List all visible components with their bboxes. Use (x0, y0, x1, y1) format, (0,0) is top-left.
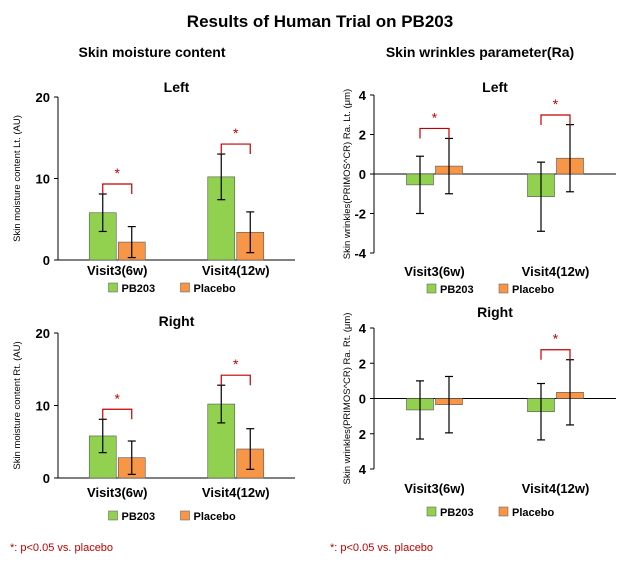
x-category-label: Visit4(12w) (522, 264, 590, 279)
y-tick-label: 10 (36, 399, 50, 414)
significance-marker: * (553, 96, 559, 112)
chart-wrinkles-right: Right Skin wrinkles(PRIMOS^CR) Ra. Rt. (μ… (342, 304, 616, 519)
chart-moisture-left: Left Skin moisture content Lt. (AU) 0 10 20 V… (12, 79, 295, 295)
y-tick-label: 20 (36, 326, 50, 341)
right-section-title: Skin wrinkles parameter(Ra) (386, 44, 574, 60)
y-tick-label: 2 (359, 427, 366, 442)
y-tick-label: 0 (359, 167, 366, 182)
x-category-label: Visit3(6w) (87, 485, 147, 500)
x-category-label: Visit3(6w) (87, 263, 147, 278)
footnote-right: *: p<0.05 vs. placebo (330, 542, 433, 554)
legend-label: PB203 (122, 511, 156, 523)
y-axis-label: Skin moisture content Rt. (AU) (12, 341, 23, 469)
y-tick-label: 0 (43, 471, 50, 486)
legend-swatch-placebo (180, 510, 190, 521)
legend-label: Placebo (194, 511, 236, 523)
legend-label: Placebo (512, 507, 554, 519)
y-tick-label: 2 (359, 128, 366, 143)
significance-bracket (220, 374, 251, 386)
chart-title: Left (482, 79, 508, 95)
x-category-label: Visit4(12w) (522, 481, 590, 496)
legend-label: PB203 (440, 507, 474, 519)
figure-title: Results of Human Trial on PB203 (187, 12, 453, 31)
x-category-label: Visit3(6w) (404, 264, 464, 279)
legend-swatch-pb203 (108, 282, 118, 293)
significance-bracket (102, 408, 133, 420)
y-axis-label: Skin moisture content Lt. (AU) (12, 115, 23, 242)
y-tick-label: 4 (359, 462, 367, 477)
significance-bracket (540, 349, 571, 360)
y-tick-label: 20 (36, 90, 50, 105)
chart-wrinkles-left: Left Skin wrinkles(PRIMOS^CR) Ra. Lt. (μm… (342, 79, 616, 296)
legend-swatch-pb203 (108, 510, 118, 521)
legend-swatch-placebo (498, 283, 509, 294)
legend-label: PB203 (122, 283, 156, 295)
y-axis-label: Skin wrinkles(PRIMOS^CR) Ra. Lt. (μm) (342, 89, 353, 259)
footnote-left: *: p<0.05 vs. placebo (10, 542, 113, 554)
chart-moisture-right: Right Skin moisture content Rt. (AU) 0 10 20… (12, 313, 295, 523)
legend-label: Placebo (194, 283, 236, 295)
significance-marker: * (115, 165, 121, 181)
y-tick-label: 2 (359, 356, 366, 371)
y-tick-label: -4 (354, 246, 366, 261)
legend-label: Placebo (512, 284, 554, 296)
legend-swatch-pb203 (426, 506, 437, 517)
chart-title: Right (477, 304, 513, 320)
significance-marker: * (432, 109, 438, 125)
x-category-label: Visit4(12w) (202, 263, 270, 278)
significance-marker: * (233, 125, 239, 141)
legend-swatch-pb203 (426, 283, 437, 294)
y-axis-label: Skin wrinkles(PRIMOS^CR) Ra. Rt. (μm) (342, 313, 353, 485)
significance-bracket (220, 143, 251, 155)
legend-swatch-placebo (180, 282, 190, 293)
left-section-title: Skin moisture content (78, 44, 225, 60)
y-tick-label: 10 (36, 172, 50, 187)
legend-swatch-placebo (498, 506, 509, 517)
legend-label: PB203 (440, 284, 474, 296)
significance-bracket (102, 183, 133, 194)
y-tick-label: 4 (359, 321, 367, 336)
significance-bracket (419, 127, 450, 139)
significance-marker: * (115, 390, 121, 406)
y-tick-label: 0 (43, 253, 50, 268)
chart-title: Right (159, 313, 195, 329)
significance-bracket (540, 114, 571, 125)
y-tick-label: -2 (354, 207, 366, 222)
significance-marker: * (233, 356, 239, 372)
chart-title: Left (164, 79, 190, 95)
y-tick-label: 0 (359, 392, 366, 407)
x-category-label: Visit4(12w) (202, 485, 270, 500)
x-category-label: Visit3(6w) (404, 481, 464, 496)
y-tick-label: 4 (359, 88, 367, 103)
significance-marker: * (553, 331, 559, 347)
